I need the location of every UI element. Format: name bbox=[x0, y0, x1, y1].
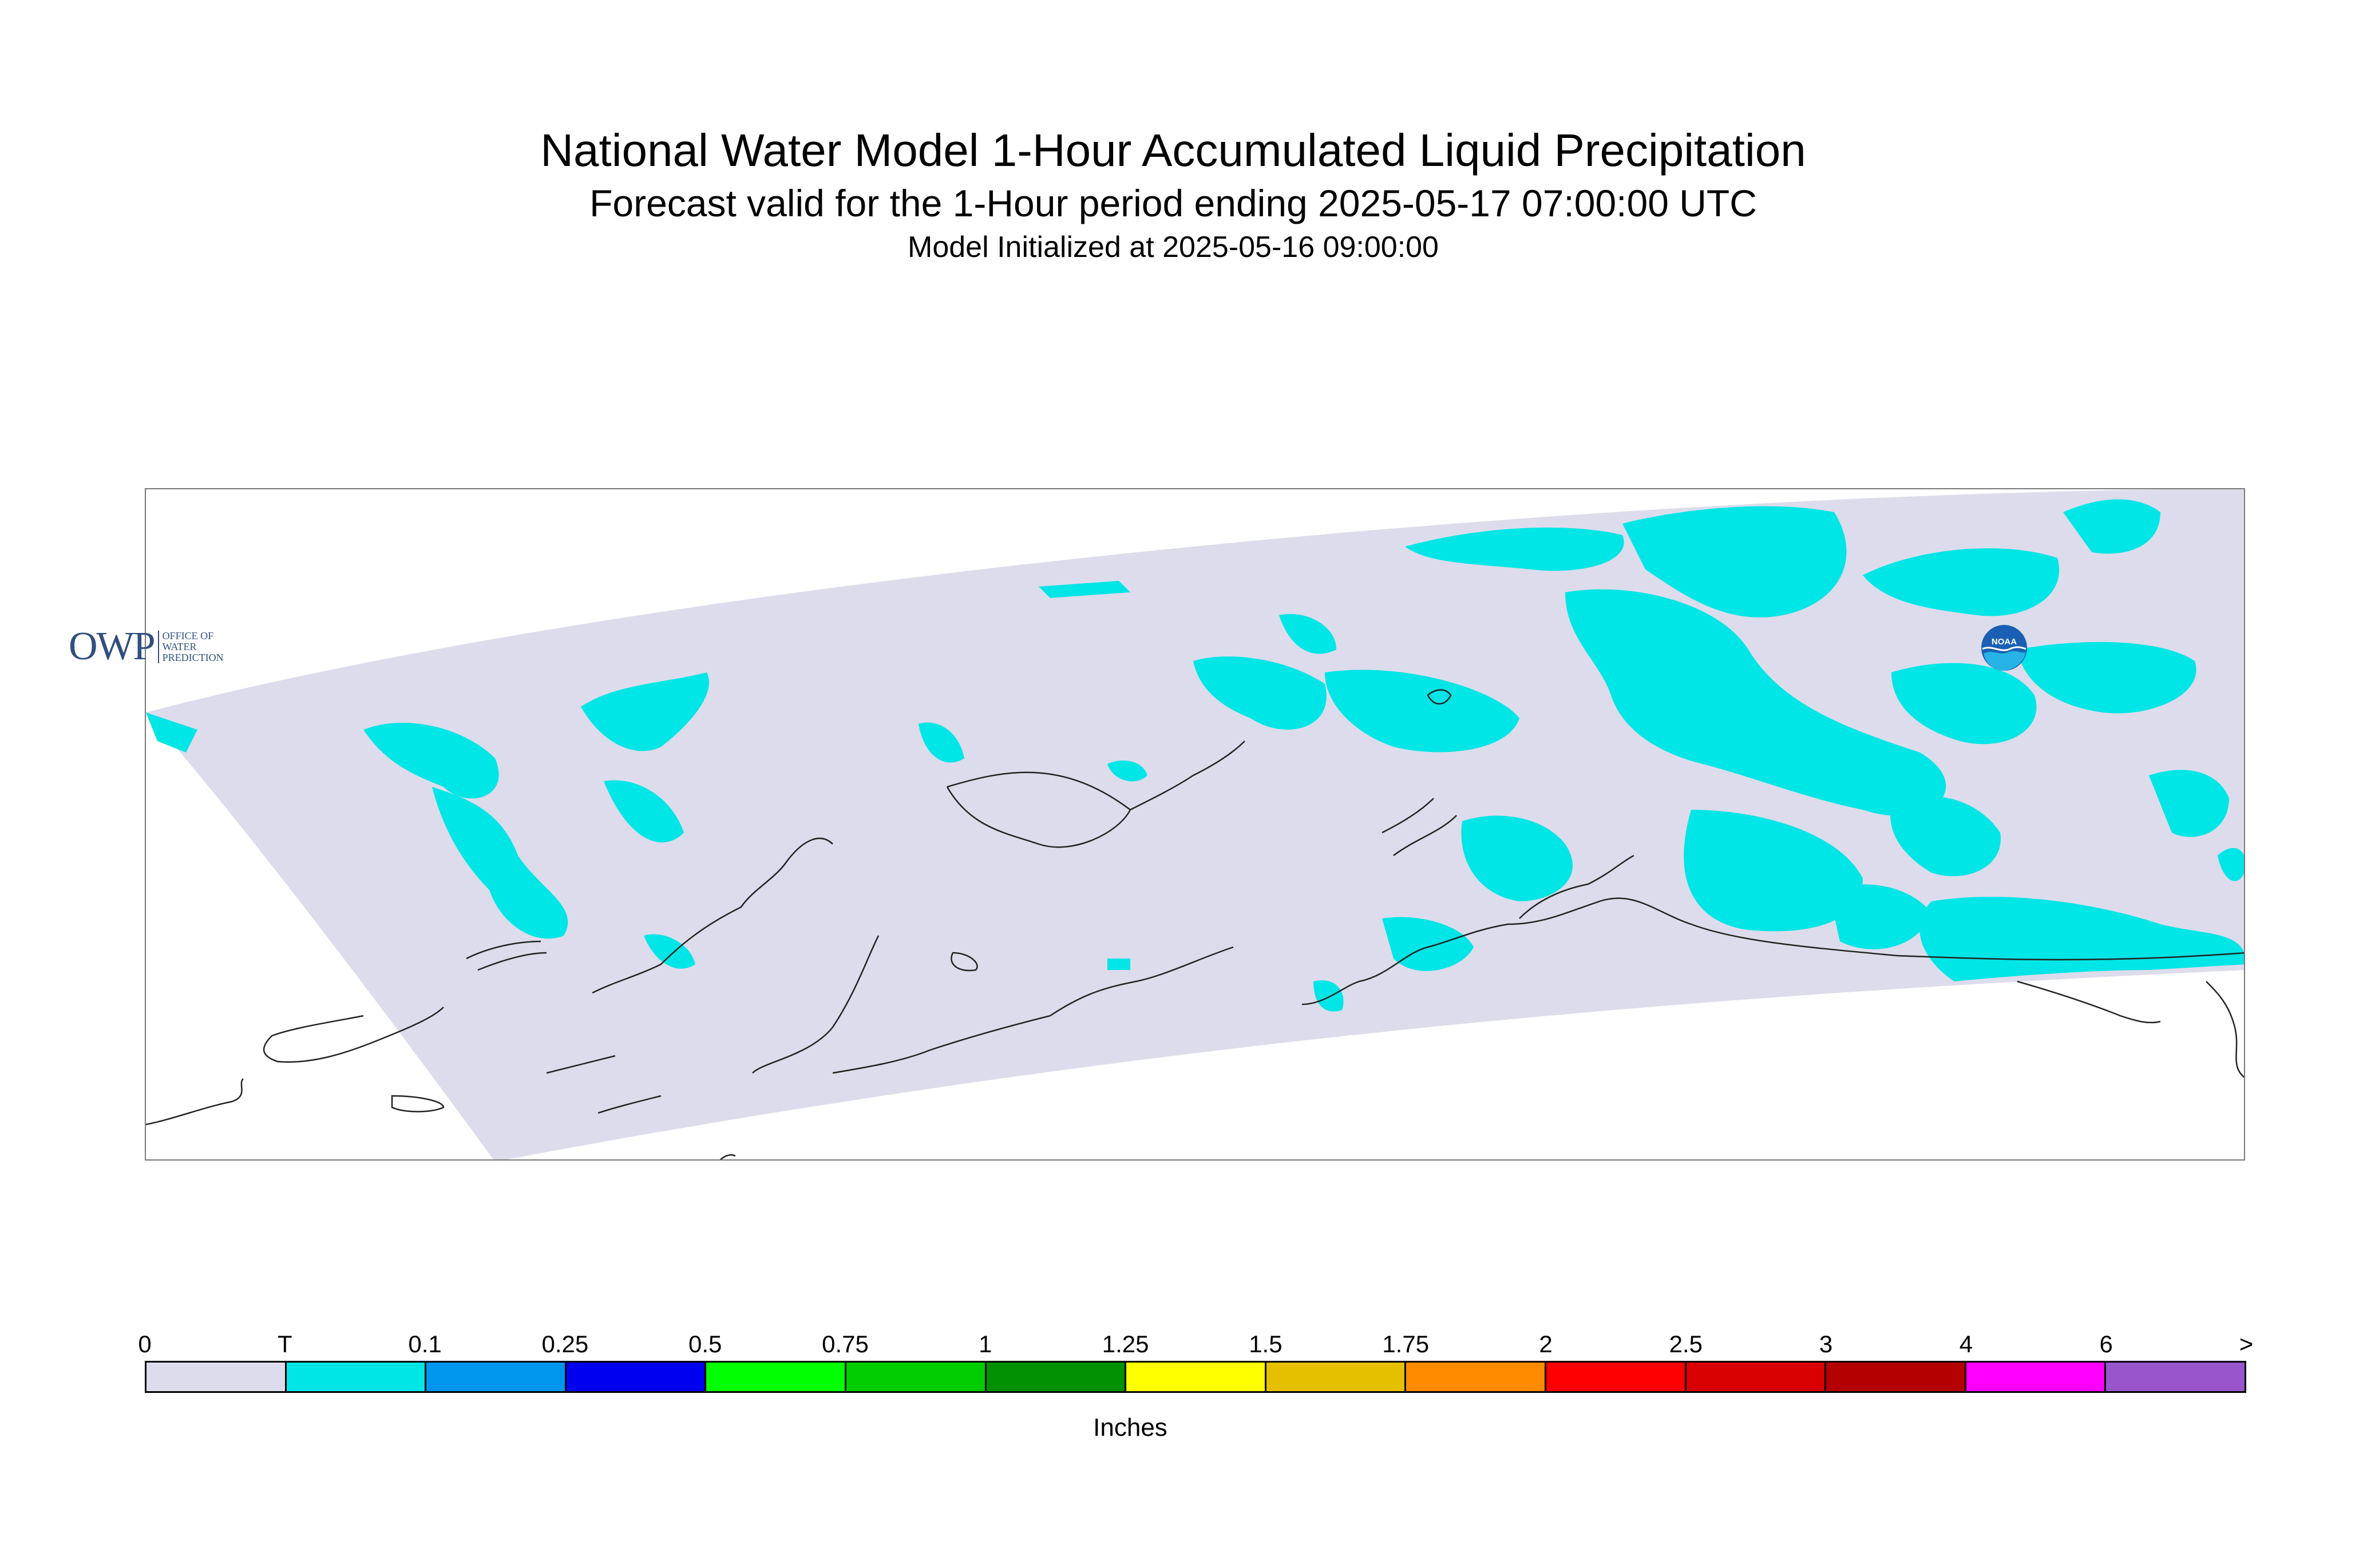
legend-tick-label: 3 bbox=[1819, 1331, 1833, 1357]
legend-tick-label: 1 bbox=[979, 1331, 992, 1357]
legend-swatch bbox=[1406, 1363, 1546, 1391]
legend-tick-label: T bbox=[277, 1331, 292, 1357]
legend-tick-label: 1.75 bbox=[1382, 1331, 1430, 1357]
noaa-logo: NOAA bbox=[1981, 625, 2027, 671]
precip-trace-areas bbox=[146, 499, 2244, 1012]
legend-tick-label: 2 bbox=[1539, 1331, 1553, 1357]
precipitation-map bbox=[145, 488, 2245, 1161]
legend-units: Inches bbox=[1093, 1413, 1167, 1442]
legend-tick-label: 2.5 bbox=[1669, 1331, 1703, 1357]
title-block: National Water Model 1-Hour Accumulated … bbox=[0, 123, 2375, 266]
map-title: National Water Model 1-Hour Accumulated … bbox=[540, 125, 1806, 176]
color-legend: 0 T 0.1 0.25 0.5 0.75 1 1.25 1.5 1.75 2 2.5 3 4 6 > bbox=[138, 1331, 2253, 1399]
legend-swatch bbox=[1826, 1363, 1966, 1391]
legend-tick-label: 1.25 bbox=[1102, 1331, 1149, 1357]
legend-swatch bbox=[147, 1363, 287, 1391]
legend-tick-label: 1.5 bbox=[1249, 1331, 1282, 1357]
legend-tick-label: 4 bbox=[1959, 1331, 1973, 1357]
legend-swatch bbox=[1966, 1363, 2107, 1391]
legend-colorbar bbox=[145, 1361, 2246, 1393]
legend-tick-label: 6 bbox=[2099, 1331, 2113, 1357]
legend-tick-label: 0.75 bbox=[822, 1331, 869, 1357]
map-subtitle: Forecast valid for the 1-Hour period end… bbox=[589, 182, 1757, 224]
legend-tick-label: > bbox=[2239, 1331, 2254, 1357]
noaa-logo-text: NOAA bbox=[1992, 637, 2017, 647]
legend-tick-label: 0 bbox=[138, 1331, 152, 1357]
legend-tick-label: 0.25 bbox=[541, 1331, 589, 1357]
legend-swatch bbox=[846, 1363, 987, 1391]
legend-swatch bbox=[1266, 1363, 1407, 1391]
legend-swatch bbox=[1686, 1363, 1827, 1391]
legend-tick-label: 0.5 bbox=[688, 1331, 722, 1357]
owp-logo-subtitle: OFFICE OF WATER PREDICTION bbox=[157, 630, 224, 663]
legend-swatch bbox=[286, 1363, 427, 1391]
legend-swatch bbox=[1126, 1363, 1266, 1391]
legend-swatch bbox=[426, 1363, 567, 1391]
legend-swatch bbox=[706, 1363, 846, 1391]
legend-swatch bbox=[1546, 1363, 1687, 1391]
coastlines bbox=[146, 689, 2244, 1159]
legend-swatch bbox=[566, 1363, 707, 1391]
owp-logo-letters: OWP bbox=[69, 624, 156, 668]
legend-tick-label: 0.1 bbox=[408, 1331, 442, 1357]
model-init-line: Model Initialized at 2025-05-16 09:00:00 bbox=[908, 231, 1439, 264]
legend-swatch bbox=[986, 1363, 1127, 1391]
owp-logo: OWP OFFICE OF WATER PREDICTION bbox=[69, 624, 224, 668]
map-canvas bbox=[146, 489, 2244, 1159]
legend-swatch bbox=[2106, 1363, 2245, 1391]
